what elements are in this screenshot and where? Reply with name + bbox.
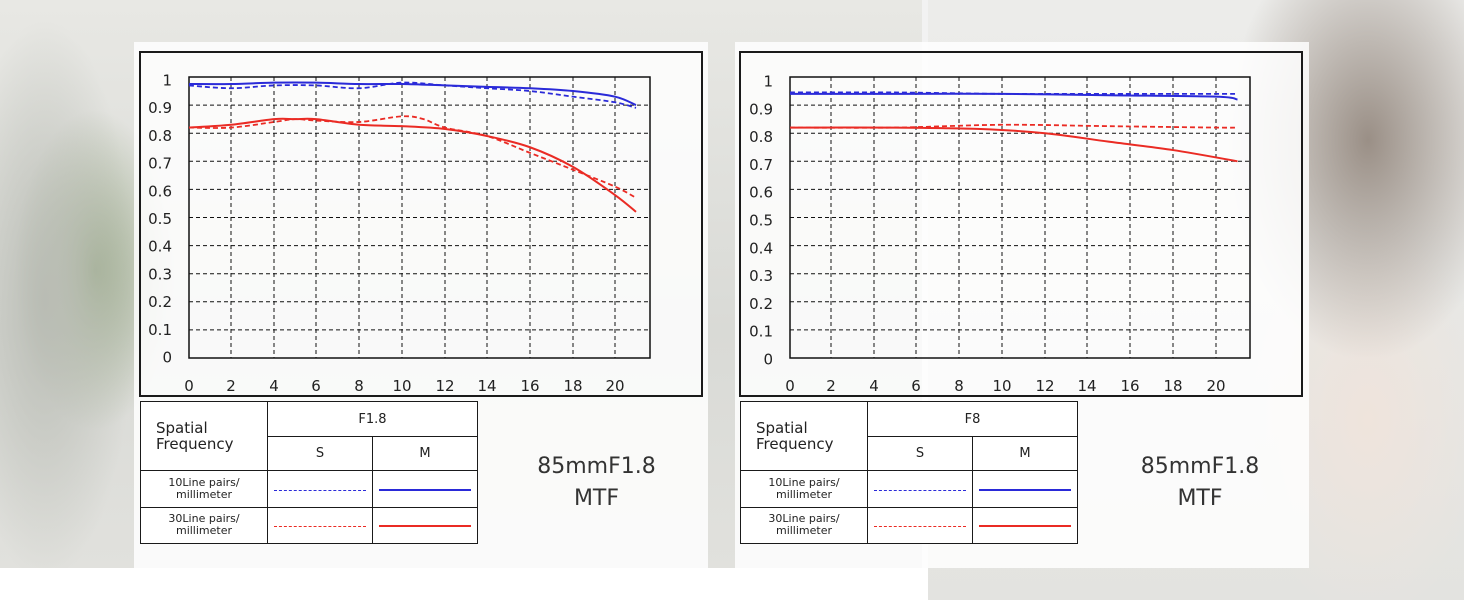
plot-area-border [789, 76, 1251, 359]
legend-10lp-meridional-swatch [979, 489, 1071, 492]
x-tick-label: 16 [520, 377, 539, 395]
legend-swatch-cell [867, 470, 973, 508]
legend-30lp-sagittal-swatch [274, 525, 366, 527]
legend-sagittal-header: S [267, 436, 373, 472]
y-tick-label: 1 [763, 73, 773, 91]
x-tick-label: 18 [563, 377, 582, 395]
y-tick-label: 0.4 [749, 239, 773, 257]
y-tick-label: 0.8 [148, 127, 172, 145]
30lp-meridional-line [188, 117, 637, 213]
y-tick-label: 0.6 [148, 182, 172, 200]
x-tick-label: 10 [392, 377, 411, 395]
legend-meridional-header: M [372, 436, 478, 472]
legend-30lp-meridional-swatch [979, 525, 1071, 528]
y-tick-label: 0.5 [749, 212, 773, 230]
30lp-sagittal-line [188, 115, 637, 199]
legend-spatial-frequency-label: Spatial Frequency [740, 400, 868, 472]
mtf-panel-f8: 0 2 4 6 8 10 12 14 16 18 20 0 0.1 0.2 0.3 0.4 0.5 0.6 0.7 0… [735, 42, 1309, 568]
legend-table-f8: Spatial Frequency F8 S M 10Line pairs/ m… [740, 400, 1078, 545]
y-tick-label: 0.3 [749, 267, 773, 285]
legend-swatch-cell [972, 470, 1078, 508]
legend-swatch-cell [972, 506, 1078, 545]
x-tick-label: 14 [1077, 377, 1096, 395]
y-tick-label: 0 [763, 351, 773, 369]
legend-spatial-frequency-label: Spatial Frequency [140, 400, 268, 472]
x-tick-label: 6 [911, 377, 921, 395]
x-tick-label: 16 [1120, 377, 1139, 395]
x-tick-label: 4 [869, 377, 879, 395]
legend-swatch-cell [267, 506, 373, 545]
chart-grid [189, 76, 650, 358]
lens-caption: 85mmF1.8 MTF [1095, 451, 1305, 515]
y-tick-label: 0 [162, 349, 172, 367]
legend-swatch-cell [372, 470, 478, 508]
y-tick-label: 0.2 [148, 293, 172, 311]
y-tick-label: 0.1 [148, 321, 172, 339]
legend-10lp-sagittal-swatch [274, 489, 366, 491]
y-tick-label: 0.9 [148, 99, 172, 117]
x-tick-label: 18 [1163, 377, 1182, 395]
legend-10lp-sagittal-swatch [874, 489, 966, 491]
x-tick-label: 6 [311, 377, 321, 395]
y-tick-label: 0.2 [749, 295, 773, 313]
legend-swatch-cell [372, 506, 478, 545]
plot-area-border [188, 76, 651, 359]
legend-table-f18: Spatial Frequency F1.8 S M 10Line pairs/… [140, 400, 478, 545]
y-tick-label: 0.6 [749, 184, 773, 202]
x-tick-label: 20 [1206, 377, 1225, 395]
y-tick-label: 0.3 [148, 265, 172, 283]
legend-swatch-cell [867, 506, 973, 545]
10lp-sagittal-line [188, 81, 637, 109]
chart-grid [790, 76, 1250, 358]
x-tick-label: 4 [269, 377, 279, 395]
legend-sagittal-header: S [867, 436, 973, 472]
mtf-panel-f18: 0 2 4 6 8 10 12 14 16 18 20 0 0.1 0.2 0.3 0.4 0.5 0.6 0.7 0… [134, 42, 708, 568]
y-tick-label: 0.7 [148, 155, 172, 173]
x-tick-label: 12 [1035, 377, 1054, 395]
y-tick-label: 0.9 [749, 100, 773, 118]
y-tick-label: 0.7 [749, 156, 773, 174]
x-tick-label: 8 [354, 377, 364, 395]
x-tick-label: 10 [992, 377, 1011, 395]
caption-mtf: MTF [573, 486, 620, 511]
mtf-chart-f18: 0 2 4 6 8 10 12 14 16 18 20 0 0.1 0.2 0.3 0.4 0.5 0.6 0.7 0… [139, 51, 703, 397]
y-tick-label: 0.4 [148, 238, 172, 256]
y-tick-label: 0.5 [148, 210, 172, 228]
legend-row-30lp-label: 30Line pairs/ millimeter [740, 506, 868, 545]
legend-swatch-cell [267, 470, 373, 508]
y-tick-label: 1 [162, 72, 172, 90]
10lp-meridional-line [790, 92, 1238, 101]
background-bottom-strip [0, 568, 928, 600]
caption-mtf: MTF [1177, 486, 1223, 511]
x-tick-label: 12 [435, 377, 454, 395]
legend-aperture-label: F1.8 [267, 400, 478, 438]
legend-aperture-label: F8 [867, 400, 1078, 438]
x-tick-label: 2 [226, 377, 236, 395]
chart-frame [139, 51, 703, 397]
x-tick-label: 8 [954, 377, 964, 395]
10lp-meridional-line [188, 81, 637, 107]
lens-name: 85mmF1.8 [537, 454, 656, 479]
x-tick-label: 14 [477, 377, 496, 395]
legend-row-30lp-label: 30Line pairs/ millimeter [140, 506, 268, 545]
legend-30lp-meridional-swatch [379, 525, 471, 528]
y-tick-label: 0.1 [749, 323, 773, 341]
30lp-meridional-line [789, 126, 1238, 163]
legend-meridional-header: M [972, 436, 1078, 472]
x-tick-label: 2 [826, 377, 836, 395]
legend-10lp-meridional-swatch [379, 489, 471, 492]
chart-frame [739, 51, 1303, 397]
mtf-chart-f8: 0 2 4 6 8 10 12 14 16 18 20 0 0.1 0.2 0.3 0.4 0.5 0.6 0.7 0… [739, 51, 1303, 397]
lens-name: 85mmF1.8 [1140, 454, 1260, 479]
x-tick-label: 20 [605, 377, 624, 395]
x-tick-label: 0 [184, 377, 194, 395]
lens-caption: 85mmF1.8 MTF [494, 451, 699, 515]
30lp-sagittal-line [789, 123, 1238, 129]
legend-row-10lp-label: 10Line pairs/ millimeter [740, 470, 868, 508]
legend-row-10lp-label: 10Line pairs/ millimeter [140, 470, 268, 508]
x-tick-label: 0 [785, 377, 795, 395]
y-tick-label: 0.8 [749, 128, 773, 146]
legend-30lp-sagittal-swatch [874, 525, 966, 527]
